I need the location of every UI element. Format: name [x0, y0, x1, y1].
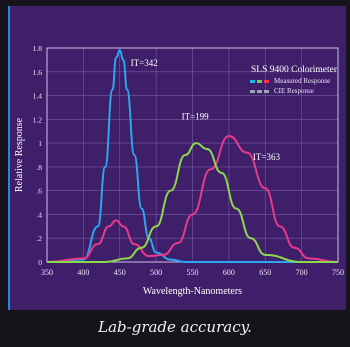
x-tick-label: 400	[77, 268, 89, 277]
y-tick-label: .2	[36, 234, 42, 243]
y-tick-label: .6	[36, 187, 42, 196]
x-tick-label: 550	[187, 268, 199, 277]
x-tick-label: 500	[150, 268, 162, 277]
x-tick-label: 650	[259, 268, 271, 277]
legend-swatch	[264, 80, 269, 83]
x-tick-label: 450	[114, 268, 126, 277]
series-line-1	[46, 49, 338, 263]
y-tick-label: 1.2	[33, 115, 43, 124]
y-tick-label: .8	[36, 163, 42, 172]
y-tick-label: 1.6	[33, 68, 43, 77]
series-line-3	[46, 142, 338, 263]
annotation-label: IT=363	[253, 152, 281, 162]
legend-label: CIE Response	[274, 87, 314, 95]
legend-label: Measured Response	[274, 77, 330, 85]
legend-swatch	[257, 90, 262, 93]
y-tick-label: 1.4	[33, 92, 43, 101]
chart: 350 400 450 500 550 600 650 700 750 0 .2 .4 .6 .8 1 1.2…	[14, 44, 344, 297]
y-axis-label: Relative Response	[14, 117, 25, 192]
caption: Lab-grade accuracy.	[98, 318, 252, 336]
annotation-label: IT=199	[182, 111, 210, 121]
y-tick-label: 1	[38, 139, 42, 148]
y-tick-label: .4	[36, 210, 42, 219]
legend-swatch	[257, 80, 262, 83]
x-tick-label: 350	[41, 268, 53, 277]
x-axis-label: Wavelength-Nanometers	[143, 286, 242, 297]
series-line-2	[46, 134, 339, 263]
x-tick-label: 700	[296, 268, 308, 277]
chart-panel: 350 400 450 500 550 600 650 700 750 0 .2 .4 .6 .8 1 1.2…	[10, 6, 346, 310]
annotation-label: IT=342	[131, 58, 158, 68]
x-tick-label: 600	[223, 268, 235, 277]
legend-swatch	[250, 80, 255, 83]
panel-edge	[8, 6, 10, 310]
y-tick-label: 0	[38, 258, 42, 267]
y-tick-label: 1.8	[33, 44, 43, 53]
x-tick-label: 750	[332, 268, 344, 277]
legend-title: SLS 9400 Colorimeter	[251, 65, 338, 75]
legend-swatch	[250, 90, 255, 93]
legend-swatch	[264, 90, 269, 93]
